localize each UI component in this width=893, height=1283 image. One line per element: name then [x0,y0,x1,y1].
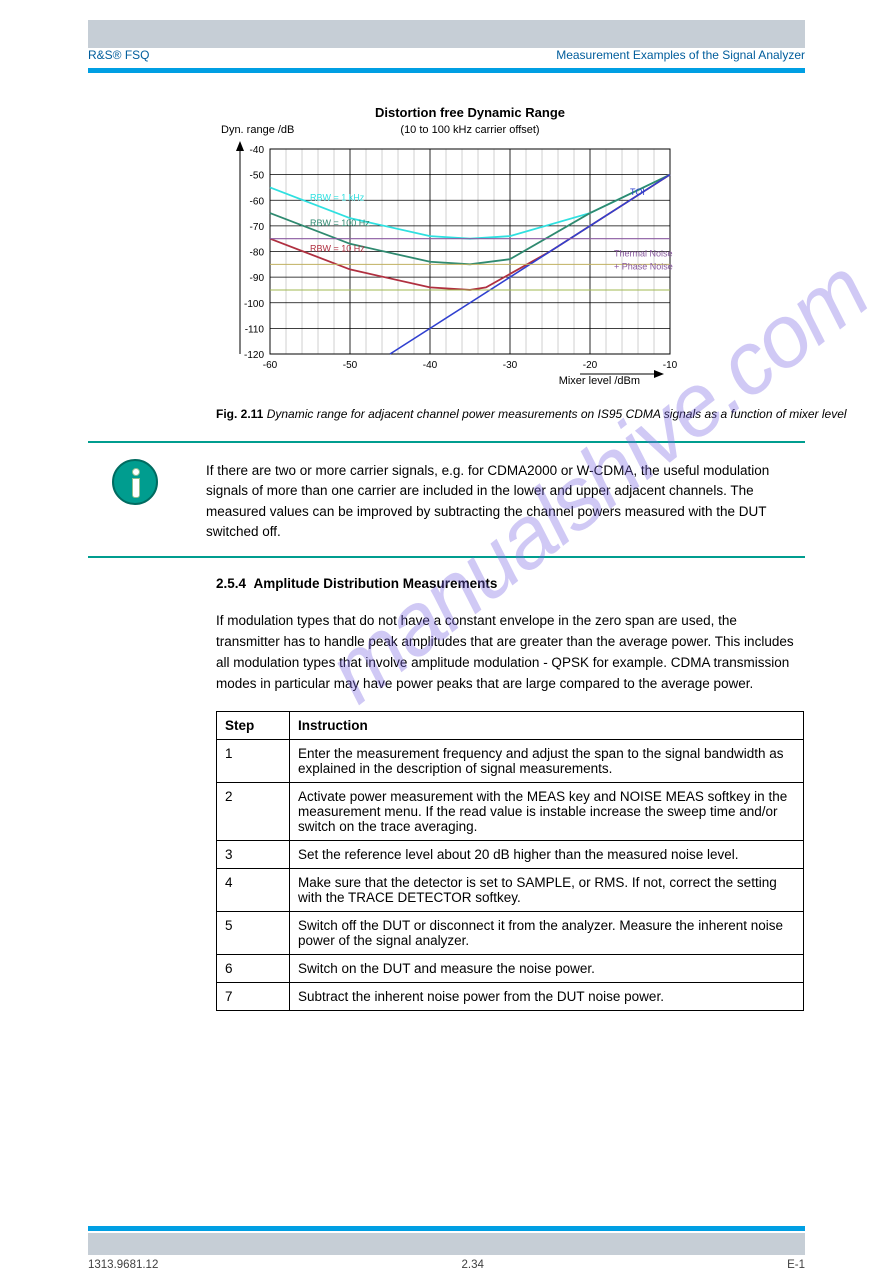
steps-table: Step Instruction 1Enter the measurement … [216,711,804,1011]
table-header-step: Step [217,711,290,739]
bottom-bar-gray [88,1233,805,1255]
step-instruction: Enter the measurement frequency and adju… [290,739,804,782]
svg-text:(10 to 100 kHz carrier offset): (10 to 100 kHz carrier offset) [400,124,539,136]
svg-text:-40: -40 [250,145,265,156]
top-bar-blue [88,68,805,73]
table-row: 3Set the reference level about 20 dB hig… [217,840,804,868]
table-row: 2Activate power measurement with the MEA… [217,782,804,840]
step-instruction: Make sure that the detector is set to SA… [290,868,804,911]
footer-rev: E-1 [787,1259,805,1271]
step-number: 1 [217,739,290,782]
distortion-chart: -120 -110 -100 -90 -80 -70 -60 -50 -40 -60 -50 -40 -… [215,99,893,399]
info-box: If there are two or more carrier signals… [88,441,805,558]
section-number-title: 2.5.4 Amplitude Distribution Measurement… [216,574,803,595]
table-row: 5Switch off the DUT or disconnect it fro… [217,911,804,954]
svg-text:-80: -80 [250,248,265,259]
step-number: 2 [217,782,290,840]
svg-text:-90: -90 [250,273,265,284]
svg-text:-50: -50 [343,360,358,371]
top-bar-gray [88,20,805,48]
svg-text:-70: -70 [250,222,265,233]
step-instruction: Set the reference level about 20 dB high… [290,840,804,868]
svg-text:-60: -60 [250,196,265,207]
step-instruction: Switch on the DUT and measure the noise … [290,954,804,982]
svg-text:RBW = 10 Hz: RBW = 10 Hz [310,244,365,254]
svg-text:-50: -50 [250,171,265,182]
svg-text:Distortion free Dynamic Range: Distortion free Dynamic Range [375,105,565,120]
bottom-bar-blue [88,1226,805,1231]
step-instruction: Subtract the inherent noise power from t… [290,982,804,1010]
svg-text:-100: -100 [244,299,264,310]
svg-text:-110: -110 [245,324,265,335]
svg-text:-40: -40 [423,360,438,371]
table-row: 1Enter the measurement frequency and adj… [217,739,804,782]
figure-caption-text: Dynamic range for adjacent channel power… [267,407,847,421]
svg-text:Dyn. range /dB: Dyn. range /dB [221,124,294,136]
step-number: 4 [217,868,290,911]
step-instruction: Switch off the DUT or disconnect it from… [290,911,804,954]
svg-text:-60: -60 [263,360,278,371]
svg-text:-20: -20 [583,360,598,371]
step-number: 6 [217,954,290,982]
figure-label: Fig. 2.11 [216,407,263,421]
header-subtitle: Measurement Examples of the Signal Analy… [556,48,805,62]
svg-text:Mixer level /dBm: Mixer level /dBm [559,375,640,387]
svg-text:TOI: TOI [630,187,645,197]
table-row: 6Switch on the DUT and measure the noise… [217,954,804,982]
svg-text:-30: -30 [503,360,518,371]
svg-text:RBW = 1 kHz: RBW = 1 kHz [310,192,365,202]
svg-text:-120: -120 [244,350,264,361]
info-text: If there are two or more carrier signals… [206,457,805,542]
svg-text:RBW = 100 Hz: RBW = 100 Hz [310,218,370,228]
footer-doc-id: 1313.9681.12 [88,1259,158,1271]
svg-text:Thermal Noise: Thermal Noise [614,249,673,259]
step-number: 5 [217,911,290,954]
info-icon [112,459,158,505]
table-header-instruction: Instruction [290,711,804,739]
section-paragraph: If modulation types that do not have a c… [216,611,803,695]
table-row: 4Make sure that the detector is set to S… [217,868,804,911]
step-number: 7 [217,982,290,1010]
svg-text:-10: -10 [663,360,678,371]
table-row: 7Subtract the inherent noise power from … [217,982,804,1010]
step-instruction: Activate power measurement with the MEAS… [290,782,804,840]
svg-text:+ Phase Noise: + Phase Noise [614,261,673,271]
footer-page: 2.34 [462,1259,484,1271]
header-brand: R&S® FSQ [88,48,150,62]
step-number: 3 [217,840,290,868]
